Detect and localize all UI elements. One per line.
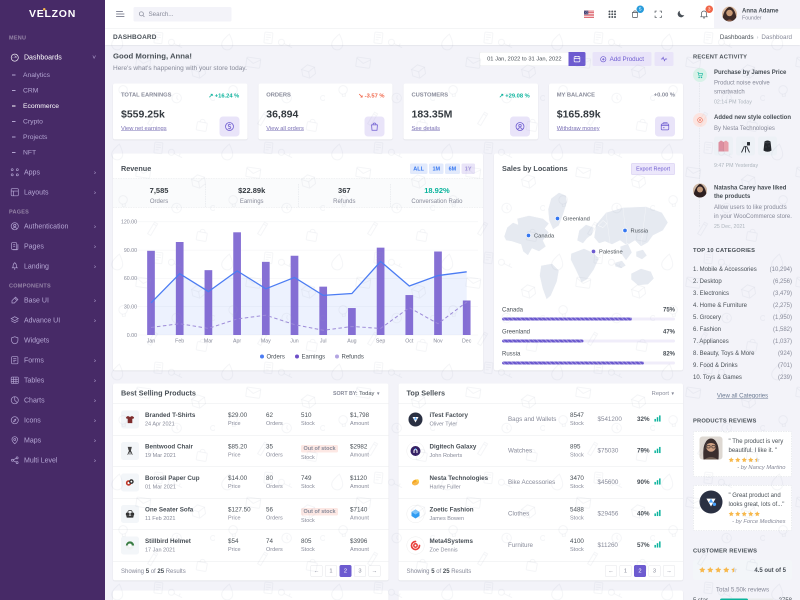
svg-text:Earnings: Earnings — [302, 355, 326, 361]
svg-text:Jan: Jan — [147, 339, 156, 345]
svg-text:May: May — [261, 339, 271, 345]
svg-text:Nov: Nov — [433, 339, 443, 345]
svg-text:Feb: Feb — [175, 339, 184, 345]
svg-text:Apr: Apr — [233, 339, 241, 345]
svg-text:Aug: Aug — [347, 339, 356, 345]
svg-text:Russia: Russia — [631, 229, 649, 235]
svg-text:120.00: 120.00 — [121, 220, 137, 226]
svg-text:Dec: Dec — [462, 339, 472, 345]
svg-text:30.00: 30.00 — [124, 304, 137, 310]
svg-text:Oct: Oct — [405, 339, 414, 345]
svg-text:Sep: Sep — [376, 339, 385, 345]
svg-text:Jun: Jun — [290, 339, 299, 345]
svg-text:Canada: Canada — [534, 234, 555, 240]
svg-text:Mar: Mar — [204, 339, 213, 345]
svg-text:Jul: Jul — [320, 339, 327, 345]
svg-text:60.00: 60.00 — [124, 276, 137, 282]
svg-text:90.00: 90.00 — [124, 248, 137, 254]
svg-text:Palestine: Palestine — [599, 250, 623, 256]
svg-text:Greenland: Greenland — [563, 217, 590, 223]
svg-text:Refunds: Refunds — [342, 355, 364, 361]
svg-text:0.00: 0.00 — [127, 333, 137, 339]
svg-text:Orders: Orders — [267, 355, 285, 361]
